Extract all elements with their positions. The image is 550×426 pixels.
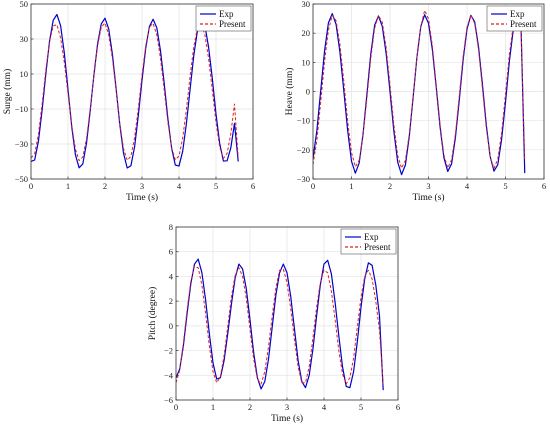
legend-label-exp: Exp (364, 232, 379, 242)
y-tick-label: 30 (20, 34, 29, 44)
x-axis-label: Time (s) (271, 413, 303, 424)
y-tick-label: 4 (169, 271, 174, 281)
x-tick-label: 5 (359, 402, 363, 412)
y-axis-label: Heave (mm) (284, 68, 295, 116)
series-group (313, 9, 526, 176)
legend-box (195, 5, 252, 32)
x-tick-label: 0 (29, 181, 33, 191)
y-tick-label: −10 (297, 116, 310, 126)
x-tick-label: 6 (251, 181, 255, 191)
y-axis-label: Surge (mm) (2, 69, 13, 114)
y-tick-label: 6 (169, 247, 173, 257)
y-tick-label: −30 (297, 174, 310, 184)
x-tick-label: 4 (322, 402, 327, 412)
series-line-present (313, 9, 526, 169)
y-tick-label: 20 (302, 28, 311, 38)
legend-box (340, 228, 397, 255)
series-group (176, 258, 384, 391)
chart-panel-1: 0 1 2 3 4 5 6 −50 −30 −10 10 30 50 Time (s) Surge (mm)… (2, 0, 255, 203)
y-tick-label: 2 (169, 296, 173, 306)
x-axis-label: Time (s) (126, 192, 158, 203)
x-tick-label: 6 (542, 181, 546, 191)
x-tick-label: 0 (311, 181, 315, 191)
y-tick-label: −6 (164, 395, 173, 405)
y-tick-label: 10 (20, 69, 29, 79)
legend-label-exp: Exp (219, 9, 234, 19)
x-tick-label: 2 (248, 402, 252, 412)
y-tick-label: 8 (169, 222, 173, 232)
x-tick-label: 2 (103, 181, 107, 191)
x-tick-label: 1 (211, 402, 215, 412)
y-tick-label: 30 (302, 0, 311, 9)
y-tick-label: 0 (169, 321, 173, 331)
x-tick-label: 5 (503, 181, 507, 191)
y-tick-label: −4 (164, 370, 174, 380)
y-tick-label: 50 (20, 0, 29, 9)
x-tick-label: 0 (174, 402, 178, 412)
x-tick-label: 4 (177, 181, 182, 191)
legend-label-exp: Exp (510, 9, 525, 19)
x-tick-label: 2 (388, 181, 392, 191)
legend-label-present: Present (364, 242, 391, 252)
x-axis-label: Time (s) (412, 192, 444, 203)
x-tick-label: 6 (396, 402, 400, 412)
y-tick-label: 10 (302, 57, 311, 67)
y-tick-label: −50 (15, 174, 28, 184)
x-tick-label: 3 (285, 402, 289, 412)
y-tick-label: −20 (297, 145, 310, 155)
x-tick-label: 1 (349, 181, 353, 191)
legend-label-present: Present (510, 19, 537, 29)
y-tick-label: −30 (15, 139, 28, 149)
y-tick-label: −10 (15, 104, 28, 114)
y-tick-label: 0 (306, 87, 310, 97)
series-line-exp (176, 258, 384, 391)
legend-label-present: Present (219, 19, 246, 29)
chart-panel-2: 0 1 2 3 4 5 6 −30 −20 −10 0 10 20 30 Time (s) Heave (mm… (284, 0, 546, 203)
x-tick-label: 3 (426, 181, 430, 191)
x-tick-label: 3 (140, 181, 144, 191)
x-tick-label: 1 (66, 181, 70, 191)
y-axis-label: Pitch (degree) (147, 287, 158, 341)
y-tick-label: −2 (164, 346, 173, 356)
x-tick-label: 4 (465, 181, 470, 191)
x-tick-label: 5 (214, 181, 218, 191)
chart-panel-3: 0 1 2 3 4 5 6 −6 −4 −2 0 2 4 6 8 Time (s) Pitch (degree)… (147, 222, 400, 424)
legend-box (486, 5, 543, 32)
series-line-present (176, 266, 384, 386)
